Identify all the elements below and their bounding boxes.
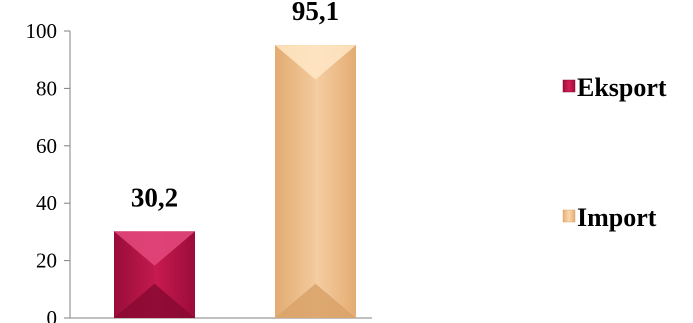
legend-label: Eksport (577, 73, 667, 102)
data-label-import: 95,1 (292, 0, 339, 26)
legend-label: Import (577, 203, 657, 232)
data-labels: 30,2 95,1 (131, 0, 339, 212)
bar-top-facet (114, 231, 195, 266)
bar-left-facet (275, 45, 316, 319)
bar-left-facet (114, 231, 155, 318)
data-label-eksport: 30,2 (131, 182, 178, 212)
legend-item-eksport: Eksport (562, 73, 667, 102)
legend-item-import: Import (562, 203, 657, 232)
y-axis: 0 20 40 60 80 100 (26, 19, 71, 323)
bars (114, 45, 356, 319)
legend: Eksport Import (562, 73, 667, 232)
bar-top-facet (275, 45, 356, 80)
bar-bottom-facet (275, 283, 356, 318)
y-tick-label: 60 (36, 134, 57, 158)
bar-bottom-facet (114, 283, 195, 318)
legend-swatch (562, 209, 576, 223)
legend-swatch (562, 79, 576, 93)
y-tick-label: 0 (47, 306, 58, 323)
bar-body (275, 45, 356, 319)
y-tick-label: 20 (36, 249, 57, 273)
bar-right-facet (315, 45, 356, 319)
y-tick-label: 40 (36, 191, 57, 215)
bar-import (275, 45, 356, 319)
y-tick-label: 80 (36, 76, 57, 100)
y-tick-label: 100 (26, 19, 58, 43)
bar-eksport (114, 231, 195, 318)
bar-right-facet (154, 231, 195, 318)
